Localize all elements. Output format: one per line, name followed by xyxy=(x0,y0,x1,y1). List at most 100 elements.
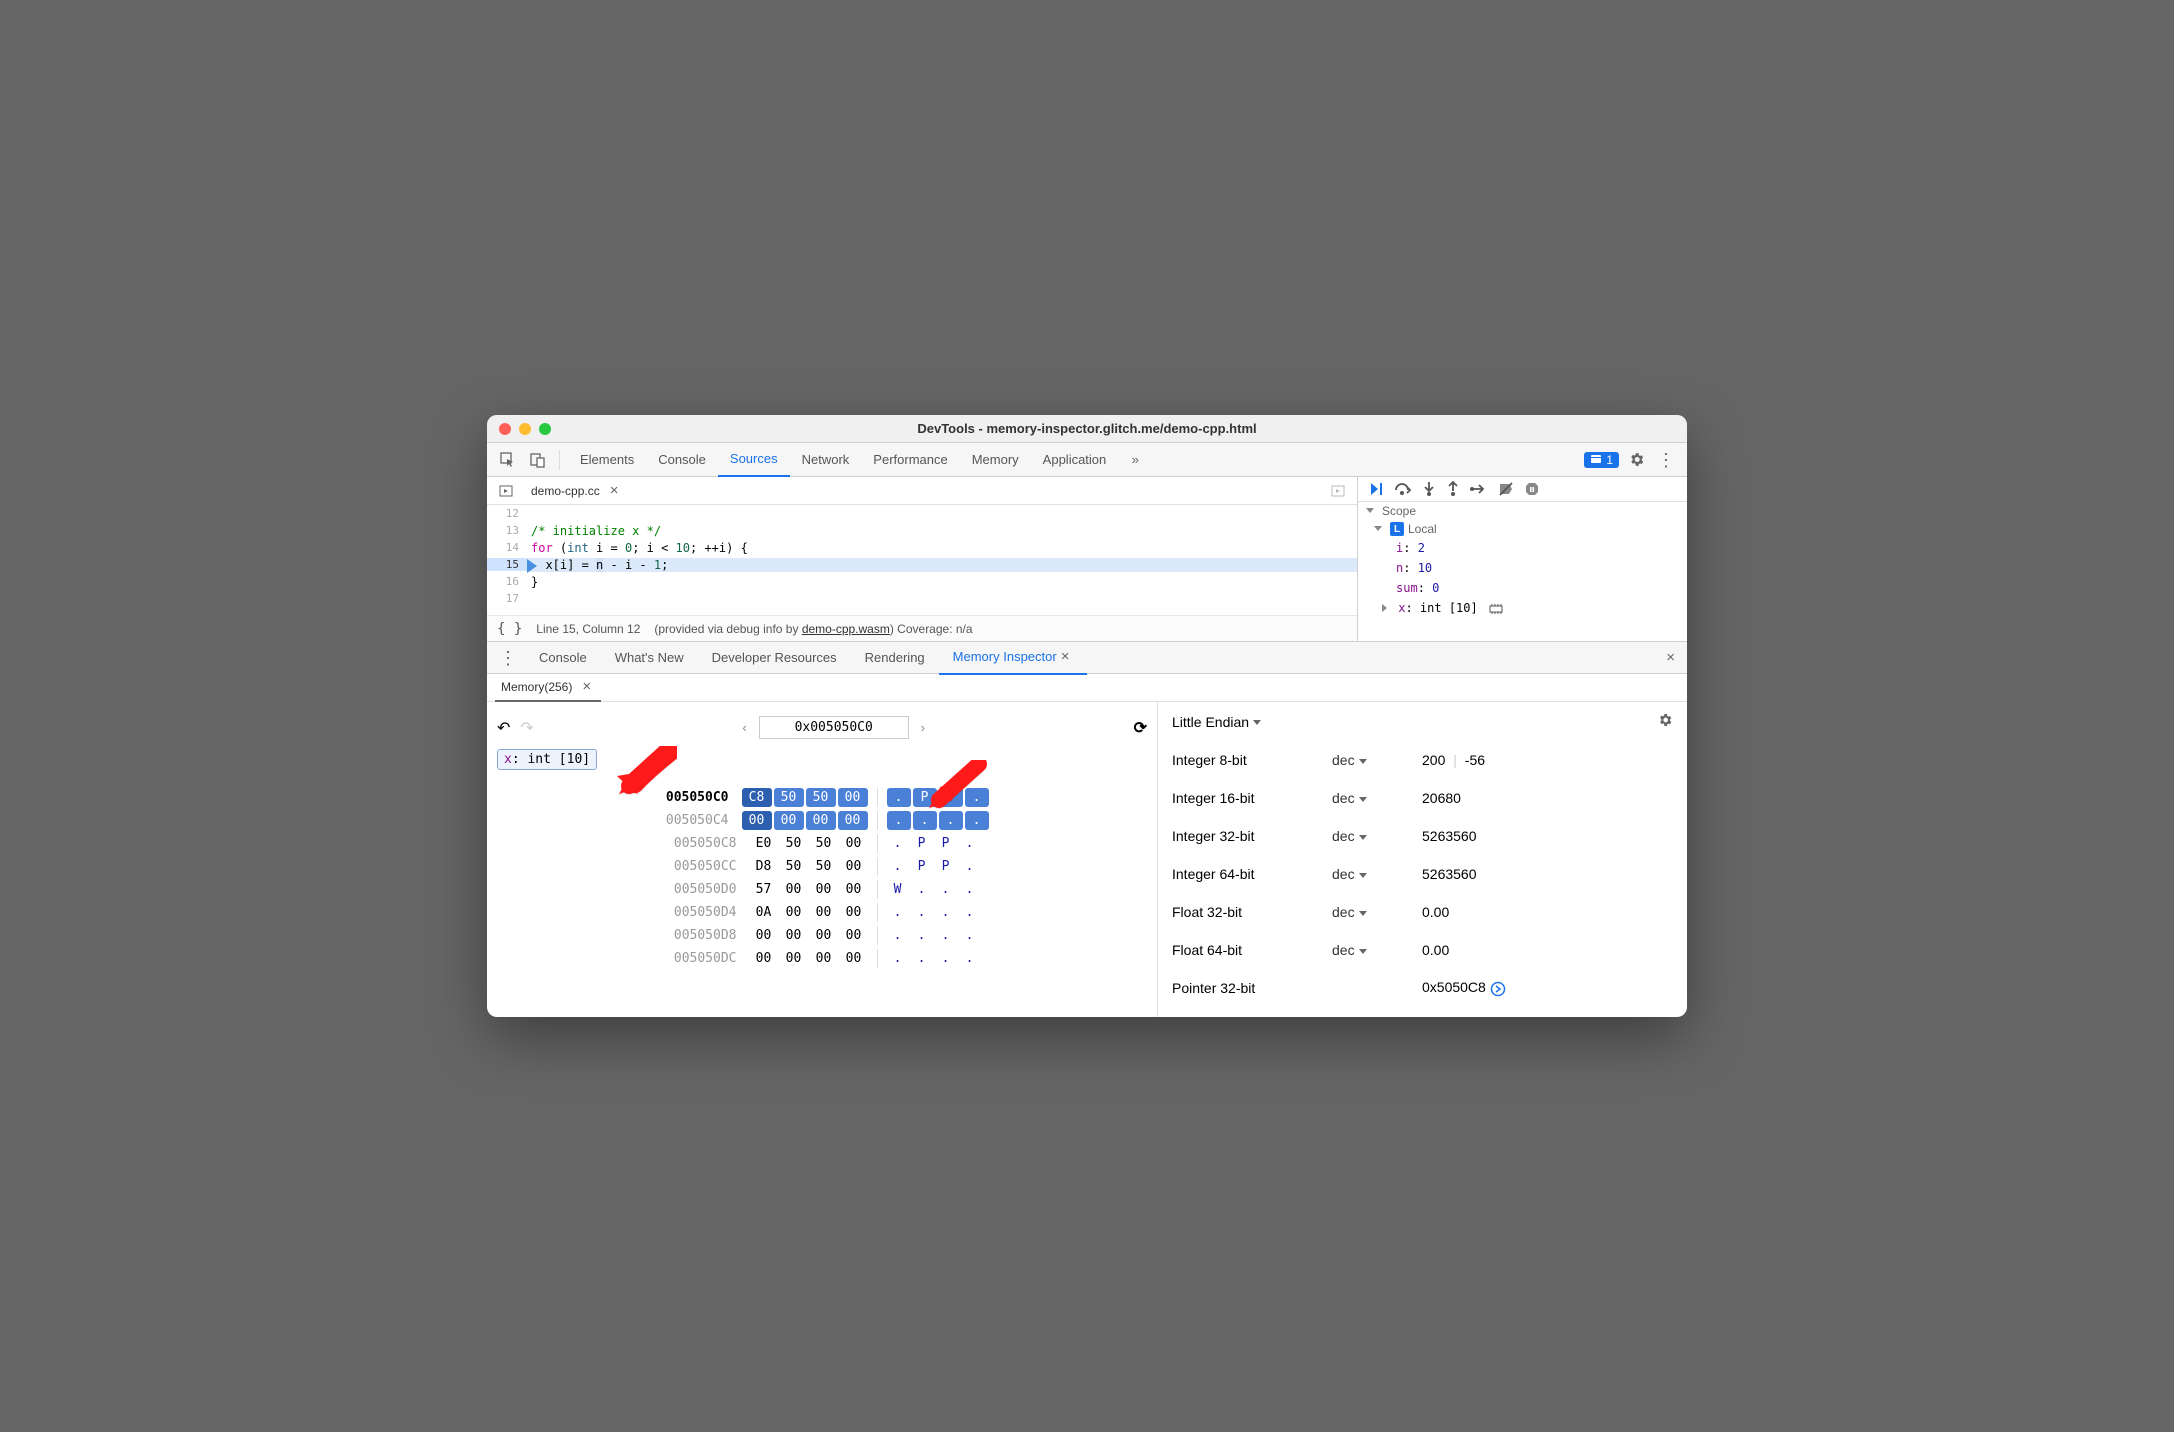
format-select[interactable]: dec xyxy=(1332,942,1422,958)
tab-memory[interactable]: Memory xyxy=(960,443,1031,477)
minimize-icon[interactable] xyxy=(519,423,531,435)
window-title: DevTools - memory-inspector.glitch.me/de… xyxy=(487,421,1687,436)
editor-filename: demo-cpp.cc xyxy=(531,484,600,498)
devtools-window: DevTools - memory-inspector.glitch.me/de… xyxy=(487,415,1687,1017)
main-area: demo-cpp.cc × 1213/* initialize x */14fo… xyxy=(487,477,1687,642)
tab-network[interactable]: Network xyxy=(790,443,862,477)
debug-sidepanel: Scope L Local i: 2n: 10sum: 0 x: int [10… xyxy=(1357,477,1687,641)
endian-select[interactable]: Little Endian xyxy=(1172,714,1261,730)
cursor-position: Line 15, Column 12 xyxy=(536,622,640,636)
local-badge-icon: L xyxy=(1390,522,1404,536)
hex-row[interactable]: 005050DC00000000.... xyxy=(663,949,982,968)
settings-icon[interactable] xyxy=(1623,447,1649,473)
issues-badge[interactable]: 1 xyxy=(1584,452,1619,468)
memory-tab[interactable]: Memory(256) × xyxy=(495,674,601,702)
value-interpreter: Little Endian Integer 8-bitdec200 | -56I… xyxy=(1157,702,1687,1017)
redo-icon[interactable]: ↷ xyxy=(520,718,533,738)
navigator-icon[interactable] xyxy=(493,478,519,504)
tab-application[interactable]: Application xyxy=(1031,443,1119,477)
hex-row[interactable]: 005050D057000000W... xyxy=(663,880,982,899)
drawer-tab-what-s-new[interactable]: What's New xyxy=(601,641,698,675)
refresh-icon[interactable]: ⟳ xyxy=(1134,718,1147,738)
format-icon[interactable]: { } xyxy=(497,621,522,637)
var-i: i: 2 xyxy=(1358,538,1687,558)
tab-sources[interactable]: Sources xyxy=(718,443,790,477)
main-tabbar: ElementsConsoleSourcesNetworkPerformance… xyxy=(487,443,1687,477)
jump-to-address-icon[interactable] xyxy=(1490,979,1506,995)
value-row: Integer 64-bitdec5263560 xyxy=(1172,855,1673,893)
prev-page-icon[interactable]: ‹ xyxy=(742,720,746,735)
drawer-tab-rendering[interactable]: Rendering xyxy=(851,641,939,675)
local-scope[interactable]: L Local xyxy=(1358,520,1687,538)
var-sum: sum: 0 xyxy=(1358,578,1687,598)
run-snippet-icon[interactable] xyxy=(1325,478,1351,504)
scope-section[interactable]: Scope xyxy=(1358,502,1687,520)
more-tabs-icon[interactable]: » xyxy=(1122,447,1148,473)
drawer-tab-memory-inspector[interactable]: Memory Inspector × xyxy=(939,641,1088,675)
code-area[interactable]: 1213/* initialize x */14for (int i = 0; … xyxy=(487,505,1357,615)
titlebar: DevTools - memory-inspector.glitch.me/de… xyxy=(487,415,1687,443)
menu-icon[interactable] xyxy=(1653,447,1679,473)
traffic-lights xyxy=(499,423,551,435)
close-icon[interactable] xyxy=(499,423,511,435)
memory-inspector-body: ↶ ↷ ‹ › ⟳ x: int [10] 005050C0C xyxy=(487,702,1687,1017)
value-row: Pointer 32-bit0x5050C8 xyxy=(1172,969,1673,1007)
wasm-link[interactable]: demo-cpp.wasm xyxy=(802,622,890,636)
close-drawer-icon[interactable]: × xyxy=(1662,649,1679,666)
step-over-icon[interactable] xyxy=(1394,482,1412,496)
hex-row[interactable]: 005050D800000000.... xyxy=(663,926,982,945)
editor-tabbar: demo-cpp.cc × xyxy=(487,477,1357,505)
hex-row[interactable]: 005050C400000000.... xyxy=(655,811,990,830)
format-select[interactable]: dec xyxy=(1332,904,1422,920)
format-select[interactable]: dec xyxy=(1332,866,1422,882)
tab-console[interactable]: Console xyxy=(646,443,718,477)
step-icon[interactable] xyxy=(1470,482,1488,496)
editor-statusbar: { } Line 15, Column 12 (provided via deb… xyxy=(487,615,1357,641)
inspect-icon[interactable] xyxy=(495,447,521,473)
close-active-drawer-tab[interactable]: × xyxy=(1057,648,1074,665)
step-out-icon[interactable] xyxy=(1446,481,1460,497)
hex-grid: 005050C0C8505000.PP. 005050C400000000....… xyxy=(497,788,1147,968)
debug-info: (provided via debug info by demo-cpp.was… xyxy=(654,622,972,636)
editor-tab[interactable]: demo-cpp.cc × xyxy=(525,482,628,499)
undo-icon[interactable]: ↶ xyxy=(497,718,510,738)
format-select[interactable]: dec xyxy=(1332,828,1422,844)
value-row: Integer 16-bitdec20680 xyxy=(1172,779,1673,817)
hex-row[interactable]: 005050C8E0505000.PP. xyxy=(663,834,982,853)
device-icon[interactable] xyxy=(525,447,551,473)
hex-row[interactable]: 005050D40A000000.... xyxy=(663,903,982,922)
var-n: n: 10 xyxy=(1358,558,1687,578)
hex-row[interactable]: 005050C0C8505000.PP. xyxy=(655,788,990,807)
value-settings-icon[interactable] xyxy=(1657,712,1673,731)
value-row: Integer 8-bitdec200 | -56 xyxy=(1172,741,1673,779)
step-into-icon[interactable] xyxy=(1422,481,1436,497)
hex-row[interactable]: 005050CCD8505000.PP. xyxy=(663,857,982,876)
pause-exceptions-icon[interactable] xyxy=(1524,481,1540,497)
variable-chip[interactable]: x: int [10] xyxy=(497,749,597,770)
issues-count: 1 xyxy=(1606,453,1613,467)
drawer-menu-icon[interactable] xyxy=(495,645,521,671)
zoom-icon[interactable] xyxy=(539,423,551,435)
memory-tabbar: Memory(256) × xyxy=(487,674,1687,702)
tab-elements[interactable]: Elements xyxy=(568,443,646,477)
drawer-tab-console[interactable]: Console xyxy=(525,641,601,675)
value-row: Integer 32-bitdec5263560 xyxy=(1172,817,1673,855)
resume-icon[interactable] xyxy=(1368,481,1384,497)
address-input[interactable] xyxy=(759,716,909,739)
value-row: Float 32-bitdec0.00 xyxy=(1172,893,1673,931)
memory-chip-icon[interactable] xyxy=(1489,601,1503,615)
deactivate-breakpoints-icon[interactable] xyxy=(1498,481,1514,497)
memory-nav: ↶ ↷ ‹ › ⟳ xyxy=(497,716,1147,739)
var-x[interactable]: x: int [10] xyxy=(1358,598,1687,618)
close-memtab-icon[interactable]: × xyxy=(578,678,595,695)
close-tab-icon[interactable]: × xyxy=(606,482,623,499)
source-editor: demo-cpp.cc × 1213/* initialize x */14fo… xyxy=(487,477,1357,641)
format-select[interactable]: dec xyxy=(1332,752,1422,768)
debug-toolbar xyxy=(1358,477,1687,502)
format-select[interactable]: dec xyxy=(1332,790,1422,806)
value-row: Float 64-bitdec0.00 xyxy=(1172,931,1673,969)
next-page-icon[interactable]: › xyxy=(921,720,925,735)
tab-performance[interactable]: Performance xyxy=(861,443,959,477)
memory-hex-panel: ↶ ↷ ‹ › ⟳ x: int [10] 005050C0C xyxy=(487,702,1157,1017)
drawer-tab-developer-resources[interactable]: Developer Resources xyxy=(698,641,851,675)
